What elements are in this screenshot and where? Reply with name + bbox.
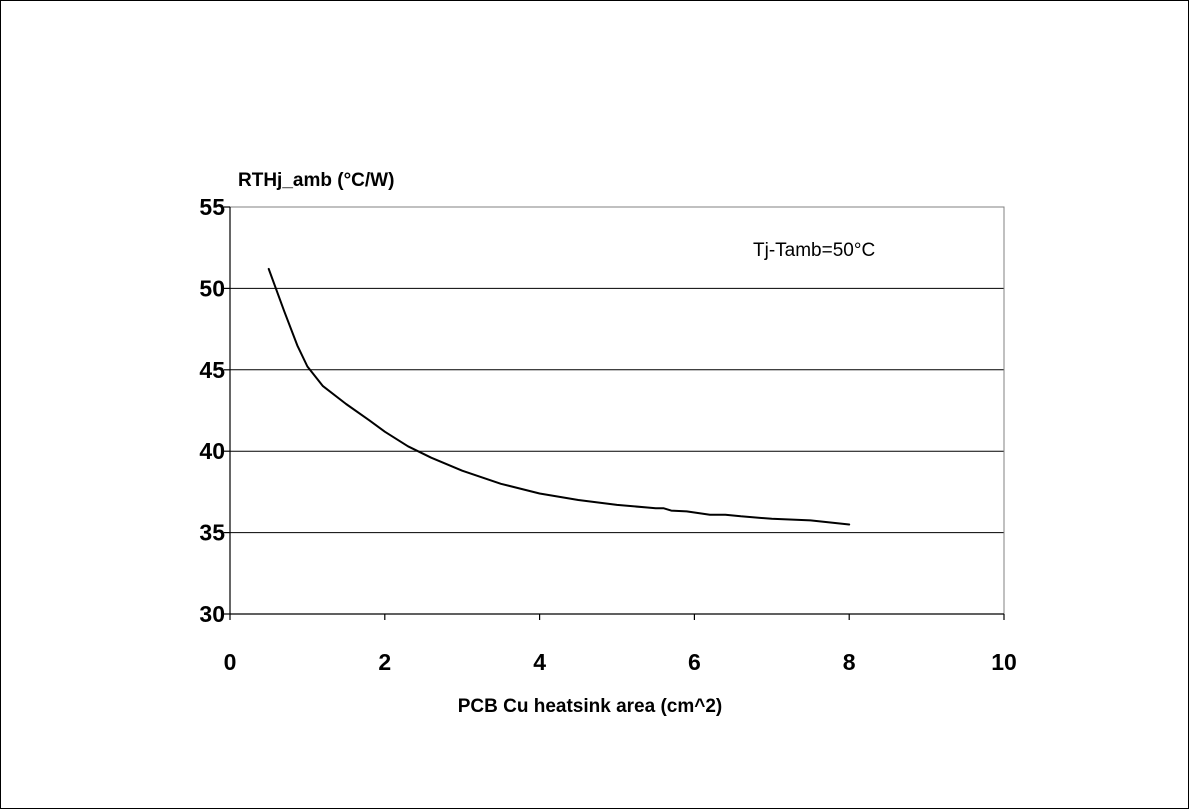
axes xyxy=(224,206,1005,620)
y-tick-label-0: 30 xyxy=(199,601,225,627)
y-axis-label: RTHj_amb (°C/W) xyxy=(238,170,394,191)
y-tick-label-1: 35 xyxy=(199,520,225,546)
x-tick-label-0: 0 xyxy=(224,649,237,675)
x-tick-label-2: 4 xyxy=(533,649,546,675)
series-group xyxy=(267,267,851,526)
y-tick-label-5: 55 xyxy=(199,194,225,220)
x-axis-label: PCB Cu heatsink area (cm^2) xyxy=(458,696,723,717)
grid-lines xyxy=(230,287,1004,534)
y-tick-label-3: 45 xyxy=(199,357,225,383)
series-line-0 xyxy=(267,267,851,526)
y-tick-label-4: 50 xyxy=(199,275,225,301)
x-tick-label-5: 10 xyxy=(991,649,1017,675)
chart-annotation: Tj-Tamb=50°C xyxy=(753,240,875,261)
y-tick-label-2: 40 xyxy=(199,438,225,464)
x-tick-label-3: 6 xyxy=(688,649,701,675)
x-tick-label-1: 2 xyxy=(378,649,391,675)
x-tick-label-4: 8 xyxy=(843,649,856,675)
tick-labels: 30 35 40 45 50 55 0 2 4 6 8 10 xyxy=(199,194,1016,675)
plot-area-border xyxy=(229,206,1005,615)
